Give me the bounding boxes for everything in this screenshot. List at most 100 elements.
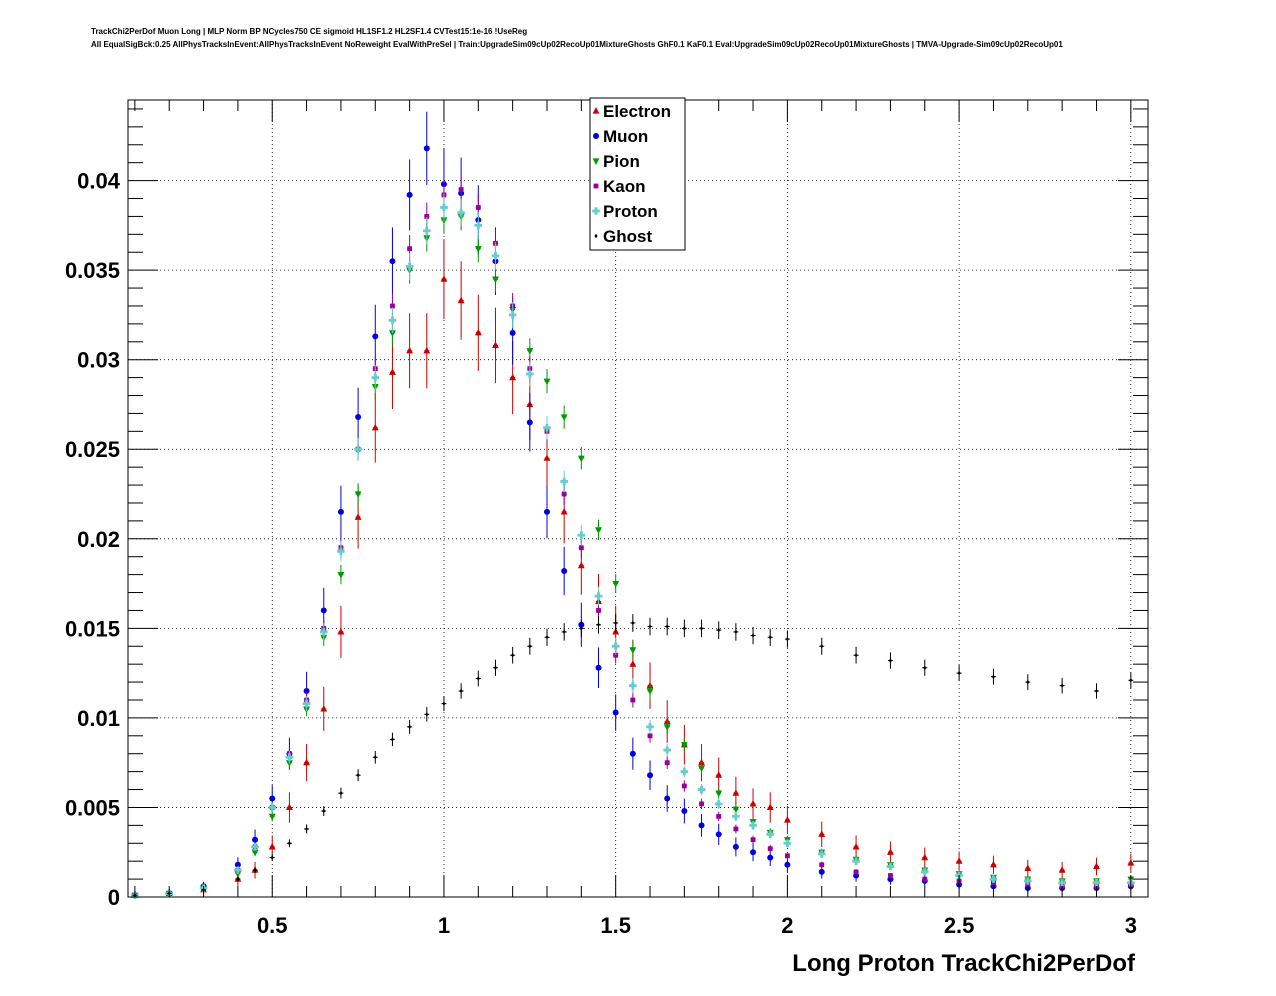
point-pion xyxy=(543,369,551,394)
point-proton xyxy=(766,830,775,839)
point-pion xyxy=(492,265,499,293)
point-muon xyxy=(526,393,533,452)
legend-entry-electron: Electron xyxy=(592,102,671,121)
point-ghost xyxy=(699,619,705,638)
point-electron xyxy=(474,294,482,371)
point-proton xyxy=(611,637,620,655)
point-ghost xyxy=(424,707,430,722)
point-muon xyxy=(784,857,791,873)
point-proton xyxy=(1023,877,1032,885)
x-tick-label: 1 xyxy=(438,913,450,938)
point-electron xyxy=(1093,857,1100,876)
point-proton xyxy=(646,719,654,734)
y-tick-label: 0.035 xyxy=(65,258,120,283)
point-proton xyxy=(1058,878,1066,887)
point-electron xyxy=(389,335,396,410)
point-ghost xyxy=(510,646,516,664)
point-proton xyxy=(732,811,740,822)
series-electron xyxy=(131,239,1135,898)
point-proton xyxy=(629,677,637,694)
point-proton xyxy=(319,623,328,641)
point-pion xyxy=(715,787,723,799)
point-proton xyxy=(440,193,448,222)
point-ghost xyxy=(269,854,275,861)
point-ghost xyxy=(389,732,395,747)
point-electron xyxy=(492,307,499,384)
point-electron xyxy=(921,847,929,868)
point-ghost xyxy=(1025,674,1031,690)
point-pion xyxy=(337,565,345,585)
y-tick-label: 0.03 xyxy=(77,348,120,373)
point-muon xyxy=(732,837,739,857)
series-pion xyxy=(131,202,1135,900)
point-proton xyxy=(405,253,414,281)
point-muon xyxy=(595,647,602,689)
point-ghost xyxy=(578,619,584,638)
point-muon xyxy=(750,843,757,862)
point-proton xyxy=(302,696,311,712)
point-electron xyxy=(457,261,465,340)
point-electron xyxy=(955,851,963,871)
point-ghost xyxy=(630,614,636,632)
point-pion xyxy=(698,761,705,775)
legend-label-pion: Pion xyxy=(603,152,640,171)
point-proton xyxy=(697,783,706,796)
legend-marker-electron xyxy=(592,107,600,114)
series-ghost xyxy=(132,614,1134,898)
point-ghost xyxy=(990,668,996,685)
axis-tick-labels: 0.5 1 1.5 2 2.5 3 0 0.005 0.01 0.015 0.02 0.025 0.03… xyxy=(65,169,1137,938)
point-electron xyxy=(303,744,310,782)
point-muon xyxy=(612,694,619,731)
point-kaon xyxy=(699,798,705,810)
point-pion xyxy=(560,405,568,429)
point-electron xyxy=(715,757,723,793)
legend-label-kaon: Kaon xyxy=(603,177,646,196)
point-ghost xyxy=(304,824,310,834)
x-tick-label: 2.5 xyxy=(944,913,975,938)
point-proton xyxy=(886,862,895,871)
point-ghost xyxy=(286,839,292,848)
point-electron xyxy=(337,605,345,659)
point-pion xyxy=(268,811,276,822)
x-tick-label: 1.5 xyxy=(600,913,631,938)
legend-entry-ghost: Ghost xyxy=(594,227,652,246)
point-electron xyxy=(406,313,414,389)
point-ghost xyxy=(527,637,533,655)
point-kaon xyxy=(887,873,893,878)
point-kaon xyxy=(630,692,636,708)
point-muon xyxy=(543,485,550,539)
point-pion xyxy=(680,738,688,752)
y-tick-label: 0.015 xyxy=(65,616,120,641)
point-proton xyxy=(817,850,826,858)
x-tick-label: 2 xyxy=(781,913,793,938)
point-ghost xyxy=(372,750,378,764)
legend-entry-muon: Muon xyxy=(593,127,648,146)
point-proton xyxy=(577,525,586,546)
legend: Electron Muon Pion Kaon Proton Ghost xyxy=(589,97,686,251)
point-proton xyxy=(749,820,757,830)
plot-title-line-2: All EqualSigBck:0.25 AllPhysTracksInEven… xyxy=(91,40,1063,49)
point-electron xyxy=(749,788,757,820)
point-electron xyxy=(1024,859,1032,877)
point-proton xyxy=(285,750,294,764)
point-electron xyxy=(320,686,328,731)
point-muon xyxy=(561,546,568,596)
x-axis-title: Long Proton TrackChi2PerDof xyxy=(792,950,1136,977)
point-proton xyxy=(1092,878,1101,887)
point-ghost xyxy=(956,665,962,682)
point-ghost xyxy=(853,646,859,664)
point-proton xyxy=(354,437,362,461)
point-muon xyxy=(355,387,362,447)
legend-entry-proton: Proton xyxy=(592,202,658,221)
point-proton xyxy=(663,743,671,757)
point-proton xyxy=(714,798,723,810)
point-kaon xyxy=(681,780,687,792)
point-proton xyxy=(526,361,534,387)
point-electron xyxy=(818,821,826,848)
point-kaon xyxy=(750,835,756,844)
y-tick-label: 0.02 xyxy=(77,527,120,552)
point-electron xyxy=(766,792,774,823)
point-kaon xyxy=(853,869,859,875)
point-muon xyxy=(337,485,344,539)
point-muon xyxy=(664,785,671,812)
